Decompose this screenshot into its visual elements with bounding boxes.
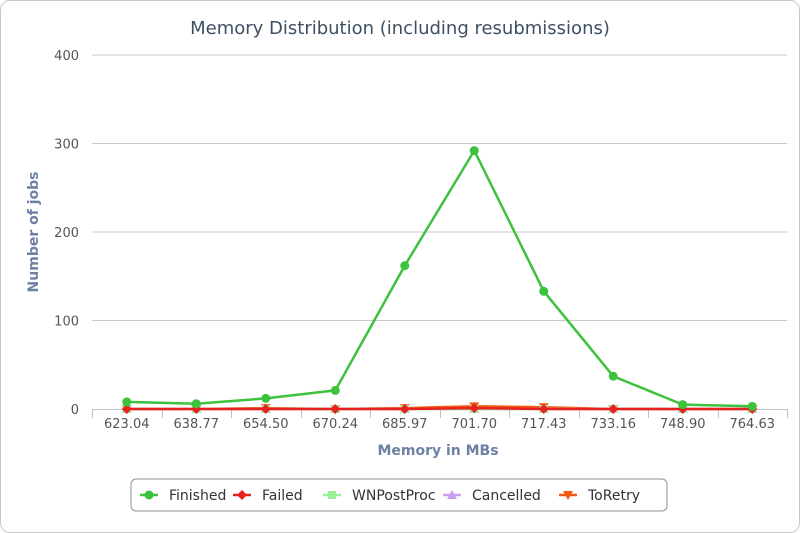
y-tick-label: 400 xyxy=(54,49,79,64)
x-tick-label: 685.97 xyxy=(382,417,428,432)
series-line xyxy=(126,149,753,408)
x-axis-title: Memory in MBs xyxy=(377,443,498,459)
data-point xyxy=(539,286,549,296)
y-tick-label: 100 xyxy=(54,315,79,330)
data-point xyxy=(191,399,201,409)
x-tick-label: 701.70 xyxy=(452,417,498,432)
legend-marker xyxy=(328,491,336,499)
data-point xyxy=(747,401,757,411)
data-point xyxy=(608,404,619,414)
legend-item-toretry: ToRetry xyxy=(559,488,640,504)
legend-marker xyxy=(144,490,154,500)
x-tick-label: 670.24 xyxy=(313,417,359,432)
data-point xyxy=(261,393,271,403)
y-tick-label: 300 xyxy=(54,138,79,153)
series-line xyxy=(126,406,753,411)
x-tick-label: 717.43 xyxy=(521,417,567,432)
grid-lines xyxy=(92,54,787,321)
legend-box xyxy=(130,478,668,512)
y-tick-label: 200 xyxy=(54,226,79,241)
data-point xyxy=(330,404,341,414)
legend-item-cancelled: Cancelled xyxy=(443,488,541,504)
data-point xyxy=(538,404,549,414)
data-point xyxy=(469,146,479,156)
legend-label: WNPostProc xyxy=(352,488,436,504)
legend-label: ToRetry xyxy=(587,488,640,504)
data-point xyxy=(678,400,688,410)
legend-label: Finished xyxy=(169,488,226,504)
data-point xyxy=(608,371,618,381)
data-point xyxy=(399,404,410,414)
data-point xyxy=(121,404,132,414)
x-tick-label: 623.04 xyxy=(104,417,150,432)
data-point xyxy=(400,261,410,271)
chart-title: Memory Distribution (including resubmiss… xyxy=(190,18,610,39)
y-tick-label: 0 xyxy=(71,403,79,418)
legend-label: Failed xyxy=(262,488,303,504)
x-tick-label: 764.63 xyxy=(730,417,776,432)
x-tick-label: 654.50 xyxy=(243,417,289,432)
x-tick-label: 638.77 xyxy=(174,417,220,432)
series-failed xyxy=(121,403,758,414)
x-tick-label: 748.90 xyxy=(660,417,706,432)
y-axis-title: Number of jobs xyxy=(26,172,42,293)
y-axis-ticks: 0 100 200 300 400 xyxy=(54,49,79,418)
legend-marker xyxy=(237,490,247,500)
legend: Finished Failed WNPostProc Cancelled ToRetry xyxy=(130,478,668,512)
data-point xyxy=(330,385,340,395)
data-point xyxy=(260,404,271,414)
series-group xyxy=(121,146,758,414)
data-point xyxy=(122,397,132,407)
x-tick-label: 733.16 xyxy=(591,417,637,432)
data-point xyxy=(469,403,480,414)
legend-marker xyxy=(447,490,457,499)
legend-item-finished: Finished xyxy=(140,488,226,504)
legend-item-wnpostproc: WNPostProc xyxy=(323,488,436,504)
legend-label: Cancelled xyxy=(472,488,541,504)
series-finished xyxy=(122,146,757,411)
legend-marker xyxy=(563,491,573,500)
legend-item-failed: Failed xyxy=(233,488,303,504)
